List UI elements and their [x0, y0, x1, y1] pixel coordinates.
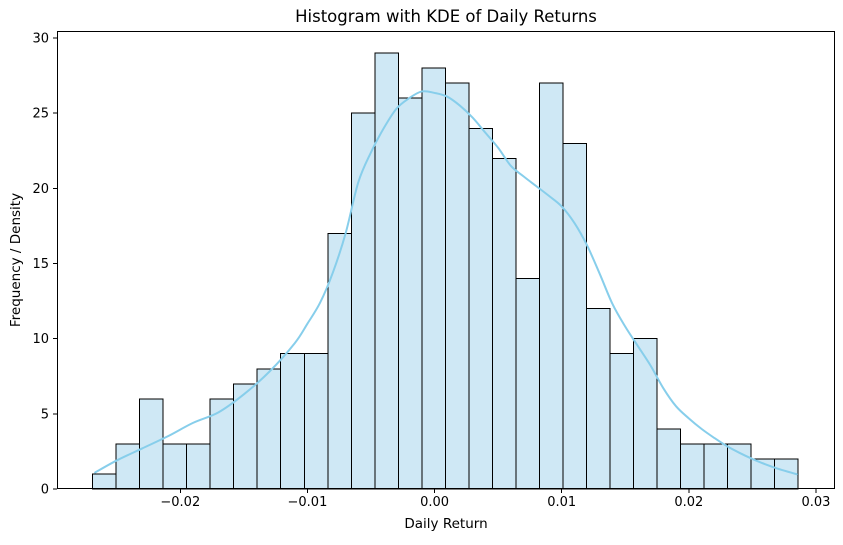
histogram-bar [444, 82, 470, 490]
histogram-bar [186, 443, 211, 490]
histogram-bar [585, 308, 611, 490]
y-tick-label: 20 [32, 182, 49, 197]
histogram-bar [209, 398, 235, 490]
histogram-bar [374, 52, 399, 490]
histogram-bar [327, 232, 352, 490]
x-tick-label: 0.01 [547, 495, 576, 510]
histogram-bar [538, 82, 564, 490]
x-tick-label: −0.02 [160, 495, 200, 510]
histogram-bar [421, 67, 446, 490]
x-axis-label: Daily Return [404, 516, 488, 532]
histogram-bar [162, 443, 188, 490]
histogram-bar [727, 443, 752, 490]
axes-spines [57, 31, 835, 489]
y-tick-label: 25 [32, 107, 49, 122]
histogram-bar [303, 353, 329, 490]
histogram-bar [562, 142, 587, 490]
histogram-bar [468, 127, 493, 490]
kde-curve [94, 90, 798, 476]
x-tick-label: −0.01 [288, 495, 328, 510]
x-tick-label: 0.00 [420, 495, 449, 510]
x-tick-label: 0.02 [674, 495, 703, 510]
y-tick-label: 30 [32, 32, 49, 47]
histogram-bar [491, 157, 517, 490]
y-tick-label: 5 [41, 407, 49, 422]
histogram-bar [256, 368, 282, 490]
histogram-bar [609, 353, 635, 490]
chart-title: Histogram with KDE of Daily Returns [295, 7, 597, 26]
histogram-bar [280, 353, 305, 490]
y-tick-label: 0 [41, 483, 49, 498]
histogram-bar [656, 428, 682, 490]
histogram-bar [515, 278, 540, 490]
histogram-bar [397, 97, 423, 490]
histogram-bar [703, 443, 729, 490]
y-tick-label: 15 [32, 257, 49, 272]
x-tick-label: 0.03 [801, 495, 830, 510]
histogram-bar [92, 473, 117, 490]
y-tick-label: 10 [32, 332, 49, 347]
histogram-bar [633, 338, 658, 490]
histogram-bar [680, 443, 705, 490]
